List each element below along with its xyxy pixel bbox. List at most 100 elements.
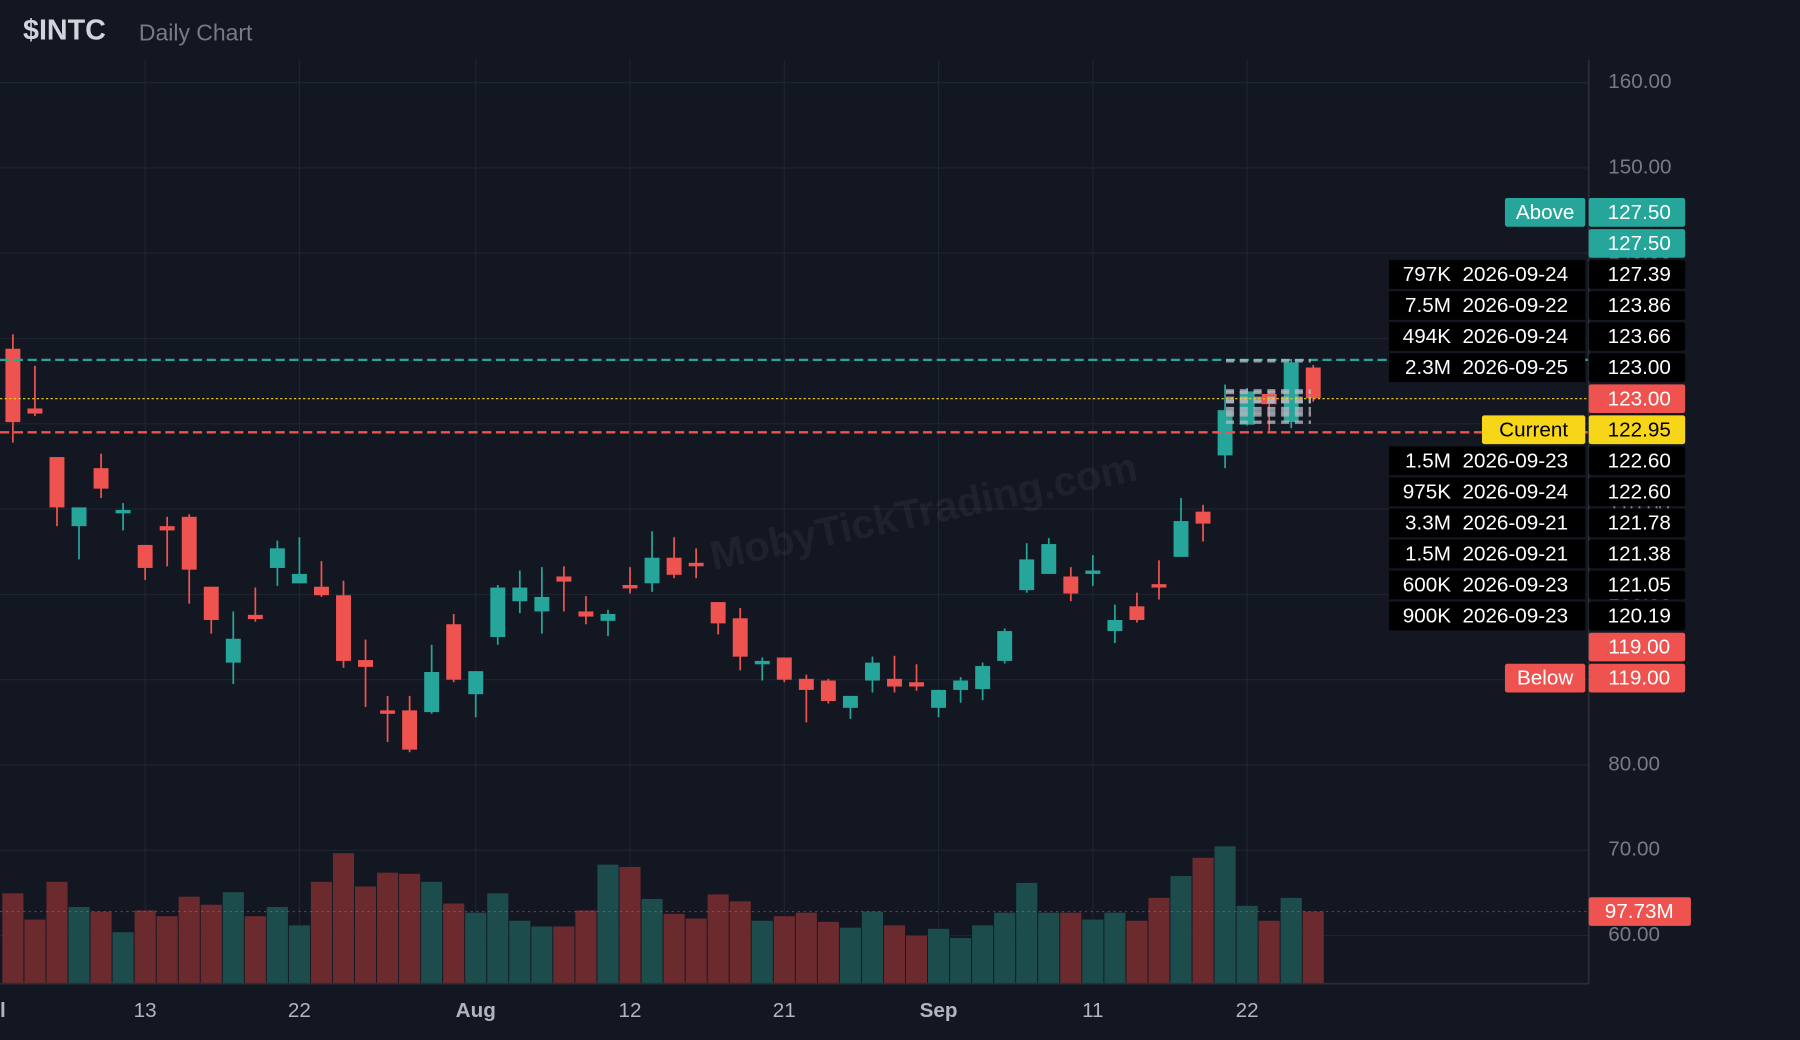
price-label: 123.86 (1608, 294, 1671, 317)
price-label: 120.19 (1608, 605, 1671, 628)
volume-bar (1258, 920, 1280, 984)
volume-bar (972, 925, 994, 984)
price-label: 121.78 (1608, 511, 1671, 534)
tag-box (1481, 415, 1586, 445)
candle-body (688, 562, 704, 567)
volume-bar (861, 911, 884, 984)
candle-body (1173, 521, 1189, 557)
candle-body (909, 682, 924, 687)
candle-body (490, 587, 506, 638)
candle-body (93, 468, 109, 489)
volume-bar (1060, 912, 1082, 984)
candle-body (644, 557, 660, 584)
level-date: 2026-09-23 (1462, 574, 1568, 597)
level-box (1389, 446, 1586, 476)
level-date: 2026-09-25 (1462, 356, 1568, 379)
candle-body (556, 576, 572, 582)
volume-bar (112, 932, 134, 984)
price-label: 123.00 (1608, 356, 1671, 379)
candle-body (953, 680, 969, 690)
volume-bar (68, 906, 90, 984)
candle-body (115, 509, 131, 514)
price-label-box (1588, 601, 1686, 631)
level-size: 2.3M (1405, 356, 1451, 379)
candle-body (622, 585, 638, 589)
price-label-box (1588, 663, 1686, 693)
volume-bar (244, 916, 266, 984)
candle-body (600, 614, 616, 621)
volume-bar (1148, 897, 1170, 984)
tag-box (1504, 198, 1586, 227)
price-label-box (1588, 384, 1686, 414)
volume-bar (354, 886, 377, 984)
candle-body (997, 631, 1013, 661)
x-tick-label: Aug (456, 999, 496, 1022)
candle-body (798, 678, 814, 690)
volume-bar (1192, 857, 1214, 984)
volume-bar (2, 893, 24, 984)
price-label: 127.50 (1608, 232, 1671, 255)
volume-bar (1302, 911, 1324, 984)
volume-bar (1038, 912, 1060, 984)
candle-body (931, 689, 947, 708)
candle-body (269, 548, 285, 568)
level-date: 2026-09-23 (1462, 605, 1568, 628)
volume-bar (421, 881, 443, 984)
price-label: 122.95 (1608, 418, 1671, 441)
price-label: 119.00 (1608, 636, 1670, 659)
candle-body (887, 678, 902, 687)
candle-body (159, 526, 175, 531)
candle-body (512, 587, 528, 602)
candle-body (137, 544, 153, 568)
price-label-box (1588, 229, 1686, 258)
price-label: 122.60 (1608, 449, 1671, 472)
level-size: 900K (1403, 605, 1451, 628)
price-label: 121.05 (1608, 574, 1671, 597)
candle-body (424, 672, 440, 713)
volume-label: 97.73M (1605, 900, 1674, 923)
candle-body (358, 660, 373, 667)
volume-bar (178, 896, 200, 984)
level-box (1389, 508, 1586, 538)
x-tick-label: 13 (134, 999, 157, 1022)
price-label-box (1588, 198, 1686, 227)
level-box (1389, 539, 1586, 569)
y-tick-label: 160.00 (1608, 70, 1671, 93)
price-label-box (1588, 632, 1686, 662)
chart-title: $INTC (23, 15, 106, 47)
level-date: 2026-09-24 (1462, 325, 1568, 348)
volume-bar (795, 912, 817, 984)
candle-body (225, 638, 241, 663)
volume-bar (1214, 846, 1236, 984)
price-label-box (1588, 415, 1686, 445)
price-label-box (1588, 570, 1686, 600)
candle-body (27, 408, 43, 414)
x-tick-label: 12 (619, 999, 642, 1022)
level-box (1389, 322, 1586, 351)
volume-bar (266, 906, 288, 984)
volume-bar (90, 911, 112, 984)
candle-body (468, 671, 484, 695)
price-label-box (1588, 508, 1686, 538)
volume-bar (729, 901, 751, 984)
price-label-box (1588, 539, 1686, 569)
price-label: 119.00 (1608, 667, 1670, 690)
level-size: 797K (1403, 263, 1451, 286)
volume-bar (817, 921, 839, 984)
price-label: 127.50 (1608, 201, 1671, 224)
candle-body (1085, 570, 1101, 574)
price-label: 121.38 (1608, 543, 1671, 566)
volume-bar (685, 918, 707, 984)
volume-bar (46, 881, 68, 984)
chart-subtitle: Daily Chart (139, 19, 253, 45)
volume-bar (443, 903, 465, 984)
candle-body (1195, 511, 1211, 524)
candle-body (864, 662, 880, 681)
candle-body (5, 348, 21, 423)
y-tick-label: 60.00 (1608, 923, 1660, 946)
level-size: 494K (1403, 325, 1451, 348)
candle-body (181, 516, 197, 570)
y-tick-label: 150.00 (1608, 155, 1671, 178)
level-box (1389, 260, 1586, 289)
